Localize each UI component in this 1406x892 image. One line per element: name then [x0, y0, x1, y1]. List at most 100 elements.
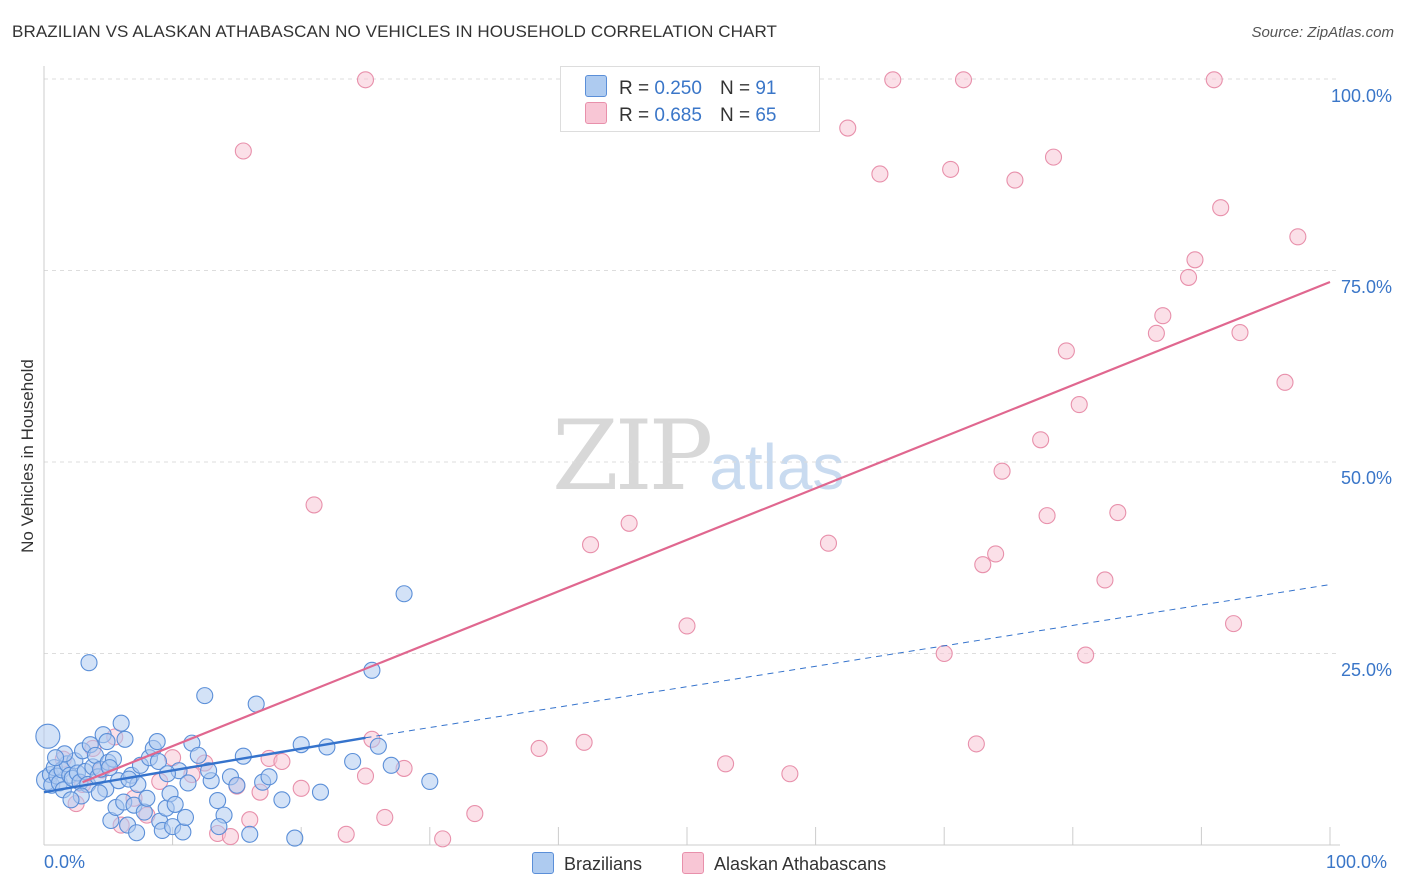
brazilians-point	[234, 747, 252, 765]
bottom-brazilians-label: Brazilians	[564, 854, 643, 874]
alaskan-point	[884, 71, 902, 89]
alaskan-point	[839, 119, 857, 137]
alaskan-point	[581, 536, 600, 554]
bottom-legend-brazilians: Brazilians	[532, 852, 642, 875]
brazilians-point	[112, 714, 130, 732]
alaskan-point	[1038, 507, 1056, 525]
y-axis-label: No Vehicles in Household	[18, 359, 37, 553]
brazilians-swatch	[585, 75, 607, 97]
alaskan-point	[221, 828, 240, 846]
alaskan-point	[575, 733, 593, 751]
r-label: R =	[619, 105, 650, 126]
alaskan-point	[1032, 431, 1050, 449]
brazilians-point	[318, 738, 336, 756]
alaskan-point	[1276, 373, 1294, 391]
alaskan-point	[241, 811, 259, 829]
alaskan-point	[967, 735, 985, 753]
alaskan-point	[530, 739, 548, 758]
brazilians-point	[158, 765, 177, 783]
brazilians-point	[174, 823, 192, 841]
alaskan-point	[974, 556, 992, 574]
brazilians-point	[98, 733, 116, 751]
n-label: N =	[719, 105, 751, 126]
alaskan-point	[1070, 395, 1088, 414]
grid-layer	[43, 66, 1340, 846]
legend-row-alaskan: R = 0.685 N = 65	[585, 102, 776, 126]
brazilians-point	[149, 752, 168, 771]
alaskan-point	[1231, 323, 1249, 342]
bottom-alaskan-swatch	[682, 852, 704, 874]
alaskan-point	[376, 808, 394, 826]
source-credit: Source: ZipAtlas.com	[1251, 24, 1394, 41]
alaskan-point	[819, 534, 838, 552]
alaskan-point	[273, 752, 291, 771]
alaskan-point	[1096, 571, 1114, 589]
brazilians-point	[344, 752, 362, 771]
alaskan-point	[942, 160, 960, 178]
brazilians-point	[166, 795, 184, 813]
alaskan-point	[1044, 148, 1063, 166]
alaskan-point	[466, 805, 484, 823]
alaskan-point	[987, 545, 1005, 563]
y-tick-label-75: 75.0%	[1340, 277, 1392, 297]
brazilians-point	[179, 774, 197, 792]
alaskan-point	[1109, 504, 1127, 522]
brazilians-points	[35, 585, 439, 847]
brazilians-point	[116, 730, 134, 748]
brazilians-point	[260, 768, 278, 786]
alaskan-point	[1212, 199, 1230, 217]
brazilians-point	[176, 808, 195, 826]
alaskan-point	[234, 142, 252, 160]
alaskan-point	[871, 165, 889, 183]
brazilians-point	[196, 687, 214, 705]
watermark-atlas: atlas	[709, 431, 845, 503]
alaskan-point	[1289, 228, 1307, 246]
brazilians-point	[148, 733, 166, 751]
brazilians-point	[90, 784, 108, 802]
alaskan-n-value: 65	[755, 105, 777, 126]
y-tick-label-100: 100.0%	[1330, 86, 1392, 106]
alaskan-point	[337, 825, 355, 843]
brazilians-point	[273, 791, 291, 809]
brazilians-point	[421, 772, 439, 790]
alaskan-swatch	[585, 102, 607, 124]
brazilians-point	[286, 829, 304, 847]
r-label: R =	[619, 78, 650, 99]
x-tick-label-max: 100.0%	[1326, 852, 1388, 872]
brazilians-point	[369, 737, 387, 755]
brazilians-point	[135, 803, 153, 821]
alaskan-point	[1057, 342, 1075, 360]
watermark: ZIPatlas	[552, 400, 844, 512]
brazilians-point	[47, 749, 65, 767]
n-label: N =	[719, 78, 751, 99]
chart-title: BRAZILIAN VS ALASKAN ATHABASCAN NO VEHIC…	[12, 22, 778, 41]
brazilians-point	[200, 762, 218, 780]
trend-lines	[43, 280, 1331, 794]
alaskan-point	[1225, 615, 1243, 633]
brazilians-point	[382, 756, 400, 774]
watermark-zip: ZIP	[552, 400, 713, 512]
alaskan-point	[781, 765, 799, 783]
legend-row-brazilians: R = 0.250 N = 91	[585, 75, 776, 99]
brazilians-point	[128, 824, 146, 842]
brazilians-point	[80, 654, 98, 672]
brazilians-point	[311, 783, 330, 801]
brazilians-point	[210, 818, 228, 836]
alaskan-point	[935, 644, 953, 663]
x-tick-label-min: 0.0%	[44, 852, 86, 872]
brazilians-n-value: 91	[755, 78, 777, 99]
brazilians-point	[395, 585, 413, 603]
alaskan-trend-line	[82, 280, 1331, 784]
alaskan-point	[993, 462, 1011, 480]
brazilians-point	[189, 746, 207, 764]
brazilians-point	[228, 776, 246, 794]
bottom-alaskan-label: Alaskan Athabascans	[714, 854, 887, 874]
alaskan-point	[1179, 268, 1198, 286]
alaskan-point	[356, 71, 375, 89]
bottom-brazilians-swatch	[532, 852, 554, 874]
alaskan-point	[954, 71, 973, 89]
alaskan-point	[305, 496, 323, 514]
alaskan-point	[1006, 171, 1024, 189]
y-tick-label-25: 25.0%	[1340, 660, 1392, 680]
